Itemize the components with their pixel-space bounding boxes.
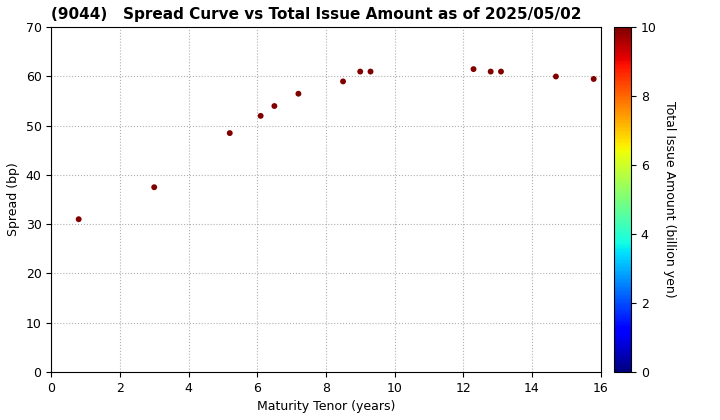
Point [224, 130, 235, 136]
Text: (9044)   Spread Curve vs Total Issue Amount as of 2025/05/02: (9044) Spread Curve vs Total Issue Amoun… [51, 7, 582, 22]
Point [73, 216, 84, 223]
Point [598, 76, 610, 82]
Point [337, 78, 348, 85]
X-axis label: Maturity Tenor (years): Maturity Tenor (years) [257, 400, 395, 413]
Point [495, 68, 507, 75]
Point [255, 113, 266, 119]
Point [354, 68, 366, 75]
Point [148, 184, 160, 191]
Point [468, 66, 480, 73]
Point [365, 68, 377, 75]
Point [292, 90, 304, 97]
Point [550, 73, 562, 80]
Y-axis label: Total Issue Amount (billion yen): Total Issue Amount (billion yen) [663, 101, 676, 298]
Point [269, 102, 280, 109]
Point [485, 68, 496, 75]
Y-axis label: Spread (bp): Spread (bp) [7, 163, 20, 236]
Point [588, 76, 600, 82]
